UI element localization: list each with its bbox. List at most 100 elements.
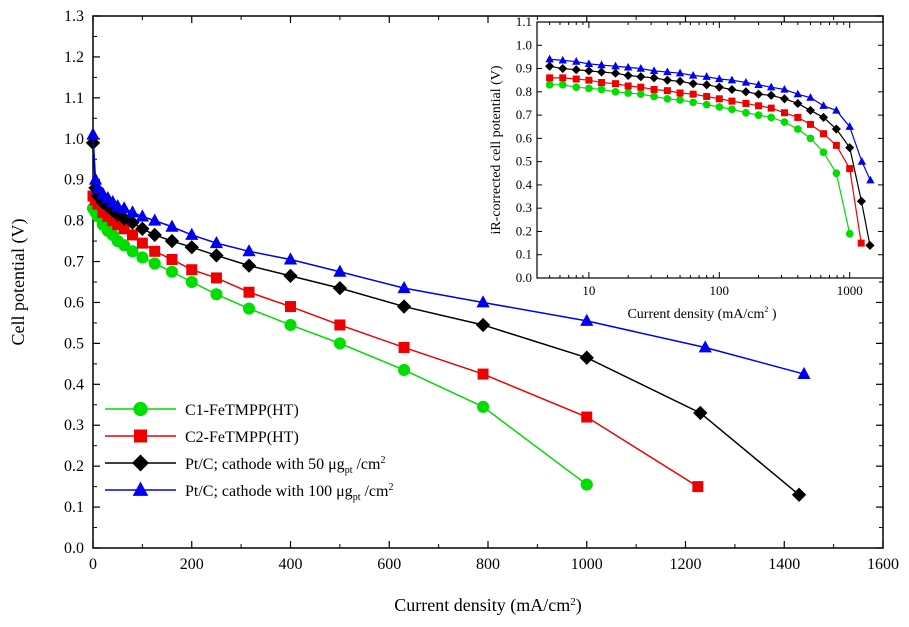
inset-data-point	[715, 74, 724, 83]
inset-data-point	[793, 125, 802, 133]
data-point	[581, 411, 593, 423]
inset-data-point	[819, 148, 828, 157]
data-point	[125, 215, 140, 230]
inset-data-point	[754, 89, 764, 99]
inset-data-point	[832, 169, 841, 178]
inset-data-point	[741, 77, 751, 86]
inset-data-point	[702, 72, 711, 80]
inset-data-point	[831, 124, 841, 134]
y-tick-label: 1.0	[64, 131, 84, 148]
inset-data-point	[715, 95, 723, 103]
inset-data-point	[676, 96, 684, 104]
inset-data-point	[845, 122, 854, 130]
x-axis-title: Current density (mA/cm2​)	[394, 595, 581, 616]
y-tick-label: 0.1	[64, 499, 84, 516]
inset-data-point	[780, 118, 789, 126]
inset-data-point	[818, 112, 829, 122]
series-0	[86, 202, 593, 491]
inset-data-point	[636, 72, 646, 82]
x-tick-label: 1600	[867, 556, 899, 573]
data-point	[165, 265, 179, 278]
data-point	[243, 286, 255, 298]
inset-data-point	[623, 62, 633, 71]
inset-data-point	[728, 105, 736, 114]
inset-x-tick-label: 100	[710, 283, 730, 298]
inset-data-point	[689, 90, 697, 98]
data-point	[476, 295, 490, 308]
y-tick-label: 1.2	[64, 49, 84, 66]
data-point	[398, 341, 410, 353]
inset-data-point	[636, 90, 645, 98]
inset-data-point	[610, 68, 621, 78]
inset-data-point	[727, 75, 737, 84]
inset-data-point	[585, 76, 593, 84]
data-point	[698, 340, 712, 353]
inset-data-point	[767, 113, 776, 122]
data-point	[209, 235, 224, 249]
inset-data-point	[545, 54, 554, 63]
data-point	[125, 205, 140, 218]
inset-data-point	[558, 55, 567, 64]
x-tick-label: 800	[476, 556, 500, 573]
data-point	[149, 245, 161, 257]
data-point	[241, 258, 257, 273]
inset-data-point	[624, 82, 632, 90]
data-point	[475, 317, 491, 333]
inset-data-point	[688, 70, 698, 79]
x-tick-label: 400	[279, 556, 303, 573]
data-point	[579, 350, 594, 365]
main-plot-area: 0 200 400 600 800 1000 1200 1400 1600 0.0 0.1 0.2 0.…	[8, 8, 899, 616]
data-point	[164, 233, 180, 249]
inset-x-tick-label: 1000	[837, 283, 863, 298]
data-point	[333, 337, 346, 350]
inset-data-point	[819, 101, 828, 109]
data-point	[118, 223, 130, 235]
inset-data-point	[793, 89, 803, 98]
x-tick-label: 1200	[670, 556, 702, 573]
data-point	[398, 363, 411, 377]
legend-label: Pt/C; cathode with 100 μgpt​ /cm2​	[185, 482, 393, 503]
inset-data-point	[597, 85, 606, 94]
inset-data-point	[584, 59, 594, 68]
inset-data-point	[727, 84, 737, 95]
inset-data-point	[806, 134, 815, 143]
inset-y-tick-label: 1.0	[516, 37, 532, 52]
inset-y-tick-label: 0.6	[516, 130, 533, 145]
inset-data-point	[779, 94, 790, 104]
inset-data-point	[675, 68, 685, 77]
inset-data-point	[715, 103, 724, 111]
inset-data-point	[559, 74, 567, 82]
inset-data-point	[598, 79, 606, 87]
data-point	[118, 239, 131, 252]
inset-data-point	[675, 76, 685, 86]
y-tick-label: 0.9	[64, 172, 84, 189]
data-point	[112, 219, 124, 231]
data-point	[242, 302, 256, 315]
inset-x-tick-label: 10	[582, 283, 595, 298]
inset-series-0	[545, 80, 854, 238]
legend-label: Pt/C; cathode with 50 μgpt​ /cm2​	[185, 455, 385, 476]
inset-data-point	[584, 66, 594, 76]
data-point	[242, 244, 256, 257]
data-point	[184, 240, 199, 255]
inset-data-point	[702, 80, 712, 90]
inset-data-point	[689, 98, 697, 107]
inset-data-point	[793, 98, 803, 109]
data-point	[186, 264, 198, 276]
inset-data-point	[767, 104, 775, 112]
legend-label: C1-FeTMPP(HT)	[185, 402, 299, 419]
inset-data-point	[649, 66, 659, 75]
data-point	[692, 481, 704, 493]
inset-data-point	[865, 240, 875, 250]
data-point	[148, 213, 162, 226]
data-point	[136, 251, 149, 264]
data-point	[284, 318, 297, 332]
inset-data-point	[611, 61, 620, 70]
inset-data-point	[766, 82, 776, 91]
inset-data-point	[596, 67, 607, 77]
data-point	[147, 227, 162, 243]
inset-data-point	[663, 94, 672, 103]
data-point	[285, 301, 296, 313]
inset-data-point	[754, 80, 763, 88]
inset-y-tick-label: 0.2	[516, 223, 532, 238]
